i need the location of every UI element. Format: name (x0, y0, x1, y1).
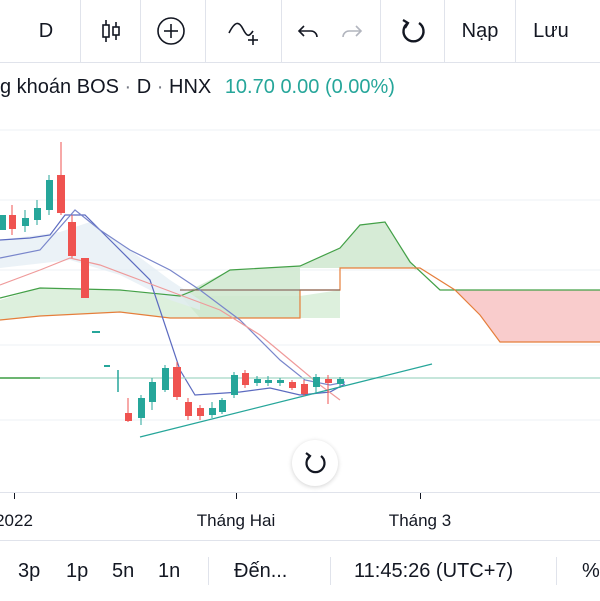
divider (515, 0, 516, 62)
timezone-clock[interactable]: 11:45:26 (UTC+7) (354, 559, 514, 582)
range-5d-button[interactable]: 5n (112, 559, 135, 582)
redo-icon[interactable] (334, 0, 370, 62)
divider (281, 0, 282, 62)
divider (330, 557, 331, 585)
add-indicator-icon[interactable] (148, 0, 194, 62)
axis-label-feb: Tháng Hai (196, 511, 276, 530)
legend-separator: · (156, 76, 164, 98)
chart-pane[interactable] (0, 62, 600, 492)
time-axis[interactable]: 2022 Tháng Hai Tháng 3 (0, 492, 600, 539)
undo-icon[interactable] (290, 0, 326, 62)
range-1d-button[interactable]: 1n (158, 559, 181, 582)
top-toolbar: D Nạp Lưu (0, 0, 600, 63)
reset-chart-button[interactable] (292, 440, 338, 486)
legend-values: 10.70 0.00 (0.00%) (225, 76, 395, 98)
legend-interval: D (136, 76, 152, 98)
divider (556, 557, 557, 585)
divider (80, 0, 81, 62)
save-button[interactable]: Lưu (533, 19, 569, 42)
bottom-toolbar: 3p 1p 5n 1n Đến... 11:45:26 (UTC+7) % (0, 540, 600, 601)
candles (125, 362, 344, 425)
divider (205, 0, 206, 62)
interval-button[interactable]: D (38, 19, 54, 42)
legend-change-pct: (0.00%) (324, 76, 395, 98)
range-1m-button[interactable]: 1p (66, 559, 89, 582)
axis-label-mar: Tháng 3 (388, 511, 452, 530)
candles (0, 142, 89, 298)
trend-line (139, 363, 433, 438)
load-button[interactable]: Nạp (461, 19, 499, 42)
legend-separator: · (124, 76, 132, 98)
ichimoku-cloud-bear (455, 290, 600, 342)
candles-icon[interactable] (88, 0, 134, 62)
goto-date-button[interactable]: Đến... (234, 559, 288, 582)
legend-exchange: HNX (169, 76, 212, 98)
chart-canvas (0, 129, 600, 438)
axis-tick (14, 493, 15, 499)
symbol-name: g khoán BOS (0, 76, 119, 98)
legend-change: 0.00 (280, 76, 320, 98)
percent-scale-button[interactable]: % (582, 559, 600, 582)
symbol-legend[interactable]: g khoán BOS · D · HNX 10.70 0.00 (0.00%) (0, 76, 395, 99)
divider (380, 0, 381, 62)
divider (208, 557, 209, 585)
reset-icon (305, 452, 326, 474)
legend-price: 10.70 (224, 76, 275, 98)
axis-tick (420, 493, 421, 499)
axis-label-year: 2022 (0, 511, 33, 530)
divider (444, 0, 445, 62)
reload-icon[interactable] (390, 0, 436, 62)
axis-tick (236, 493, 237, 499)
divider (140, 0, 141, 62)
ichimoku-cloud-light (0, 222, 200, 310)
ichimoku-cloud-bull (180, 222, 420, 318)
compare-icon[interactable] (215, 0, 271, 62)
range-3m-button[interactable]: 3p (18, 559, 41, 582)
